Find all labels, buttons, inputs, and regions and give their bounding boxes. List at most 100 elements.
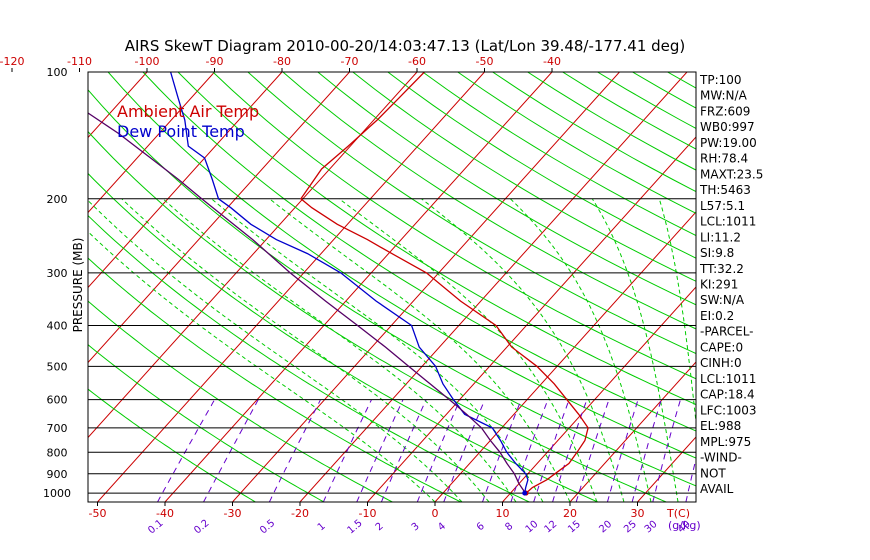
- dry-adiabat-line: [88, 300, 393, 502]
- legend-entry: Ambient Air Temp: [117, 102, 259, 121]
- stat-line: MPL:975: [700, 435, 751, 449]
- top-temp-tick-label: -100: [135, 55, 160, 68]
- stat-line: LI:11.2: [700, 230, 741, 244]
- dry-adiabat-line: [527, 72, 696, 171]
- chart-title: AIRS SkewT Diagram 2010-00-20/14:03:47.1…: [125, 37, 686, 55]
- mixing-ratio-line: [533, 399, 570, 502]
- isotherm-line: [88, 72, 350, 364]
- series-line-2: [88, 112, 526, 494]
- stat-line: SW:N/A: [700, 293, 745, 307]
- mixing-ratio-tick-label: 12: [542, 519, 559, 536]
- top-temp-tick-label: -110: [67, 55, 92, 68]
- stat-line: LCL:1011: [700, 372, 756, 386]
- top-temp-tick-label: -80: [273, 55, 291, 68]
- mixing-ratio-tick-label: 2: [374, 521, 386, 534]
- top-temp-tick-label: -60: [408, 55, 426, 68]
- mixing-ratio-tick-label: 10: [524, 519, 541, 536]
- mixing-ratio-line: [481, 399, 522, 502]
- dry-adiabat-line: [88, 344, 325, 502]
- mixing-ratio-tick-label: 3: [410, 521, 422, 534]
- top-temp-tick-label: -120: [0, 55, 24, 68]
- moist-adiabat-line: [658, 198, 696, 427]
- surface-point: [522, 490, 528, 496]
- pressure-tick-label: 500: [47, 360, 68, 373]
- stat-line: AVAIL: [700, 482, 734, 496]
- bottom-temp-tick-label: -20: [291, 507, 309, 520]
- stat-line: EI:0.2: [700, 309, 734, 323]
- stat-line: -WIND-: [700, 451, 742, 465]
- mixing-ratio-tick-label: 8: [503, 521, 515, 534]
- isotherm-line: [88, 72, 418, 439]
- mixing-ratio-line: [606, 399, 639, 502]
- sounding-profiles: [88, 72, 589, 496]
- isotherm-line: [773, 72, 870, 502]
- isotherm-line: [88, 72, 215, 214]
- isotherm-line: [502, 286, 696, 502]
- dry-adiabat-line: [88, 89, 696, 487]
- bottom-temp-tick-label: 0: [432, 507, 439, 520]
- dry-adiabat-line: [88, 172, 598, 502]
- stat-line: EL:988: [700, 419, 741, 433]
- stat-line: TH:5463: [699, 183, 751, 197]
- mixing-ratio-line: [356, 399, 404, 502]
- mixing-ratio-line: [552, 399, 588, 502]
- isotherm-line: [97, 72, 485, 502]
- mixing-ratio-line: [652, 399, 681, 502]
- pressure-axis: 100 200 300 400 500 600 700 800 900 1000: [43, 66, 71, 500]
- bottom-temp-tick-label: -50: [89, 507, 107, 520]
- stat-line: LCL:1011: [700, 215, 756, 229]
- dry-adiabat-line: [317, 72, 696, 306]
- mixing-ratio-line: [268, 399, 321, 502]
- mixing-ratio-line: [510, 399, 549, 502]
- top-temp-tick-label: -40: [543, 55, 561, 68]
- legend-entry: Dew Point Temp: [117, 122, 245, 141]
- stat-line: KI:291: [700, 278, 738, 292]
- dry-adiabat-line: [492, 72, 696, 193]
- mixing-ratio-line: [416, 399, 461, 502]
- mixing-ratio-line: [380, 399, 427, 502]
- mixing-ratio-axis: 0.1 0.2 0.5 1 1.5 2 3 4 6 8 10 12 15 20 25 30 40: [146, 518, 692, 537]
- dry-adiabat-line: [667, 72, 696, 89]
- mixing-ratio-tick-label: 30: [643, 519, 660, 536]
- moist-adiabat-line: [88, 231, 436, 502]
- stat-line: -PARCEL-: [700, 325, 754, 339]
- mixing-ratio-tick-label: 0.1: [146, 518, 165, 537]
- mixing-ratio-tick-label: 25: [622, 519, 639, 536]
- pressure-tick-label: 200: [47, 193, 68, 206]
- isotherm-line: [840, 72, 870, 502]
- stat-line: TP:100: [699, 73, 742, 87]
- dry-adiabat-line: [352, 72, 696, 282]
- mixing-ratio-tick-label: 6: [475, 521, 487, 534]
- mixing-ratio-line: [631, 399, 662, 502]
- isotherm-line: [299, 72, 688, 502]
- top-temp-tick-label: -70: [341, 55, 359, 68]
- stat-line: CAPE:0: [700, 340, 743, 354]
- moist-adiabat-line: [88, 199, 463, 502]
- stat-line: MW:N/A: [700, 89, 748, 103]
- dry-adiabat-line: [212, 72, 696, 380]
- stat-line: TT:32.2: [699, 262, 744, 276]
- mixing-ratio-unit-label: (g/kg): [668, 519, 701, 532]
- mixing-ratio-line: [575, 399, 610, 502]
- x-axis-unit-label: T(C): [666, 507, 690, 520]
- bottom-temp-tick-label: -30: [224, 507, 242, 520]
- pressure-tick-label: 800: [47, 446, 68, 459]
- dry-adiabat-line: [88, 130, 667, 502]
- moist-adiabat-line: [421, 198, 625, 502]
- moist-adiabat-line: [269, 198, 571, 502]
- pressure-tick-label: 1000: [43, 487, 71, 500]
- pressure-tick-label: 400: [47, 320, 68, 333]
- stat-line: RH:78.4: [700, 152, 748, 166]
- stat-line: FRZ:609: [700, 104, 750, 118]
- dry-adiabat-line: [88, 388, 256, 502]
- mixing-ratio-tick-label: 0.5: [258, 518, 277, 537]
- mixing-ratio-tick-label: 4: [436, 521, 448, 534]
- isotherm-line: [0, 72, 80, 502]
- mixing-ratio-line: [203, 399, 259, 502]
- pressure-tick-label: 100: [47, 66, 68, 79]
- stat-line: SI:9.8: [700, 246, 734, 260]
- moist-adiabat-line: [162, 198, 517, 502]
- dry-adiabat-line: [177, 72, 696, 406]
- moist-adiabat-line: [338, 198, 598, 502]
- dry-adiabat-line: [88, 214, 530, 502]
